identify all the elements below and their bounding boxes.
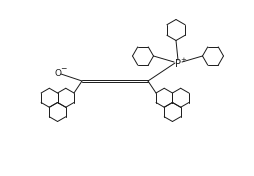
Text: O: O: [55, 68, 61, 77]
Text: −: −: [60, 64, 66, 74]
Text: +: +: [180, 57, 186, 63]
Text: P: P: [175, 59, 181, 69]
